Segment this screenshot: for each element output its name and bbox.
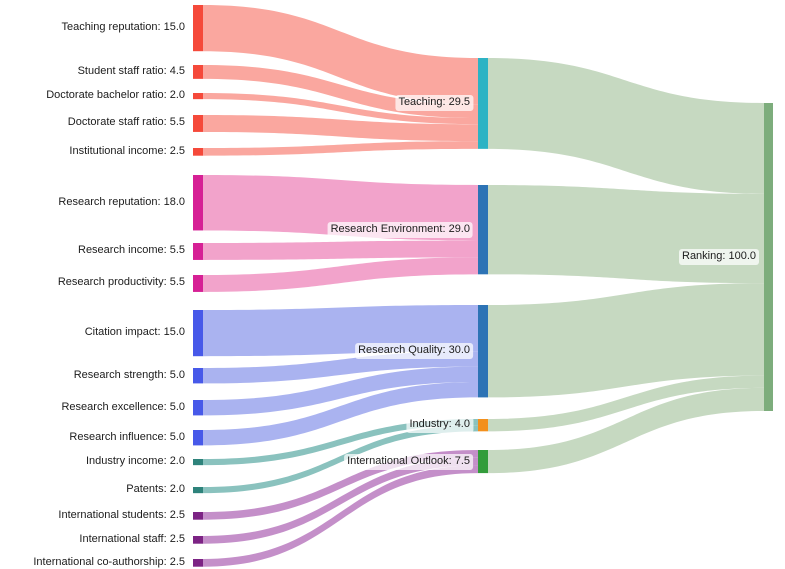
sankey-link-teaching-to-ranking[interactable] bbox=[488, 58, 764, 194]
sankey-node-doctorate_staff_ratio[interactable] bbox=[193, 115, 203, 132]
sankey-link-citation_impact-to-research_quality[interactable] bbox=[203, 305, 478, 357]
sankey-node-industry_income[interactable] bbox=[193, 459, 203, 466]
sankey-link-research_quality-to-ranking[interactable] bbox=[488, 283, 764, 398]
sankey-node-ranking[interactable] bbox=[764, 103, 773, 411]
sankey-node-research_strength[interactable] bbox=[193, 368, 203, 384]
sankey-link-patents-to-industry[interactable] bbox=[203, 425, 478, 494]
sankey-link-international_outlook-to-ranking[interactable] bbox=[488, 387, 764, 474]
sankey-node-international_outlook[interactable] bbox=[478, 450, 488, 474]
sankey-link-research_productivity-to-research_environment[interactable] bbox=[203, 257, 478, 292]
sankey-link-research_strength-to-research_quality[interactable] bbox=[203, 351, 478, 384]
sankey-node-international_coauthorship[interactable] bbox=[193, 559, 203, 567]
sankey-node-research_influence[interactable] bbox=[193, 430, 203, 446]
sankey-node-research_income[interactable] bbox=[193, 243, 203, 260]
sankey-link-teaching_reputation-to-teaching[interactable] bbox=[203, 5, 478, 105]
sankey-link-doctorate_staff_ratio-to-teaching[interactable] bbox=[203, 115, 478, 142]
sankey-link-doctorate_bachelor_ratio-to-teaching[interactable] bbox=[203, 93, 478, 125]
sankey-node-doctorate_bachelor_ratio[interactable] bbox=[193, 93, 203, 100]
sankey-link-research_influence-to-research_quality[interactable] bbox=[203, 382, 478, 446]
sankey-link-international_staff-to-international_outlook[interactable] bbox=[203, 457, 478, 544]
sankey-link-international_students-to-international_outlook[interactable] bbox=[203, 450, 478, 520]
sankey-node-industry[interactable] bbox=[478, 419, 488, 432]
sankey-node-teaching_reputation[interactable] bbox=[193, 5, 203, 52]
sankey-node-institutional_income[interactable] bbox=[193, 148, 203, 156]
sankey-link-institutional_income-to-teaching[interactable] bbox=[203, 141, 478, 156]
sankey-link-research_excellence-to-research_quality[interactable] bbox=[203, 366, 478, 416]
sankey-link-research_environment-to-ranking[interactable] bbox=[488, 185, 764, 284]
sankey-node-research_excellence[interactable] bbox=[193, 400, 203, 416]
sankey-node-student_staff_ratio[interactable] bbox=[193, 65, 203, 79]
sankey-link-international_coauthorship-to-international_outlook[interactable] bbox=[203, 465, 478, 567]
sankey-node-teaching[interactable] bbox=[478, 58, 488, 149]
sankey-node-research_environment[interactable] bbox=[478, 185, 488, 275]
sankey-node-research_productivity[interactable] bbox=[193, 275, 203, 292]
sankey-node-research_quality[interactable] bbox=[478, 305, 488, 398]
sankey-link-industry-to-ranking[interactable] bbox=[488, 375, 764, 432]
sankey-link-industry_income-to-industry[interactable] bbox=[203, 419, 478, 466]
sankey-node-research_reputation[interactable] bbox=[193, 175, 203, 231]
sankey-node-international_students[interactable] bbox=[193, 512, 203, 520]
sankey-link-research_income-to-research_environment[interactable] bbox=[203, 240, 478, 260]
sankey-node-citation_impact[interactable] bbox=[193, 310, 203, 357]
sankey-link-research_reputation-to-research_environment[interactable] bbox=[203, 175, 478, 241]
sankey-node-patents[interactable] bbox=[193, 487, 203, 494]
sankey-node-international_staff[interactable] bbox=[193, 536, 203, 544]
